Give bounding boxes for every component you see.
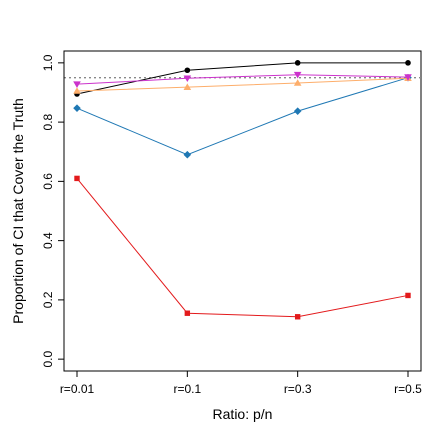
y-tick-label: 0.2 (41, 291, 55, 308)
y-tick-label: 0.6 (41, 173, 55, 190)
data-point (183, 75, 192, 83)
x-tick-label: r=0.5 (394, 382, 422, 396)
series-line (76, 77, 409, 156)
series-5 (73, 71, 412, 88)
data-point (73, 81, 81, 88)
series-line (76, 74, 409, 85)
x-tick-label: r=0.3 (284, 382, 312, 396)
data-point (183, 150, 192, 159)
data-point (404, 74, 412, 81)
series-2 (74, 175, 411, 320)
y-axis-title: Proportion of CI that Cover the Truth (10, 98, 26, 324)
data-point (73, 104, 81, 112)
y-tick-label: 0.0 (41, 350, 55, 367)
series-layer (73, 60, 412, 320)
data-point (74, 175, 80, 182)
y-axis: 0.0 0.2 0.4 0.6 0.8 1.0 (41, 54, 65, 367)
x-tick-label: r=0.1 (173, 382, 201, 396)
data-point (293, 71, 302, 79)
data-point (405, 292, 411, 299)
data-point (293, 107, 302, 115)
data-point (73, 87, 81, 94)
data-point (293, 79, 302, 86)
series-line (76, 178, 409, 318)
plot-frame (63, 50, 422, 372)
series-4 (73, 74, 412, 94)
data-point (405, 60, 411, 66)
y-tick-label: 1.0 (41, 54, 55, 71)
data-point (294, 60, 301, 66)
data-point (184, 67, 191, 74)
series-3 (73, 73, 412, 159)
series-line (76, 77, 409, 92)
data-point (294, 314, 301, 320)
data-point (184, 310, 191, 316)
y-tick-label: 0.8 (41, 113, 55, 130)
series-line (76, 62, 408, 95)
x-axis-title: Ratio: p/n (213, 406, 273, 422)
x-tick-label: r=0.01 (60, 382, 95, 396)
y-tick-label: 0.4 (41, 232, 55, 249)
series-1 (74, 60, 411, 97)
x-axis: r=0.01 r=0.1 r=0.3 r=0.5 (60, 370, 422, 396)
data-point (183, 83, 192, 90)
